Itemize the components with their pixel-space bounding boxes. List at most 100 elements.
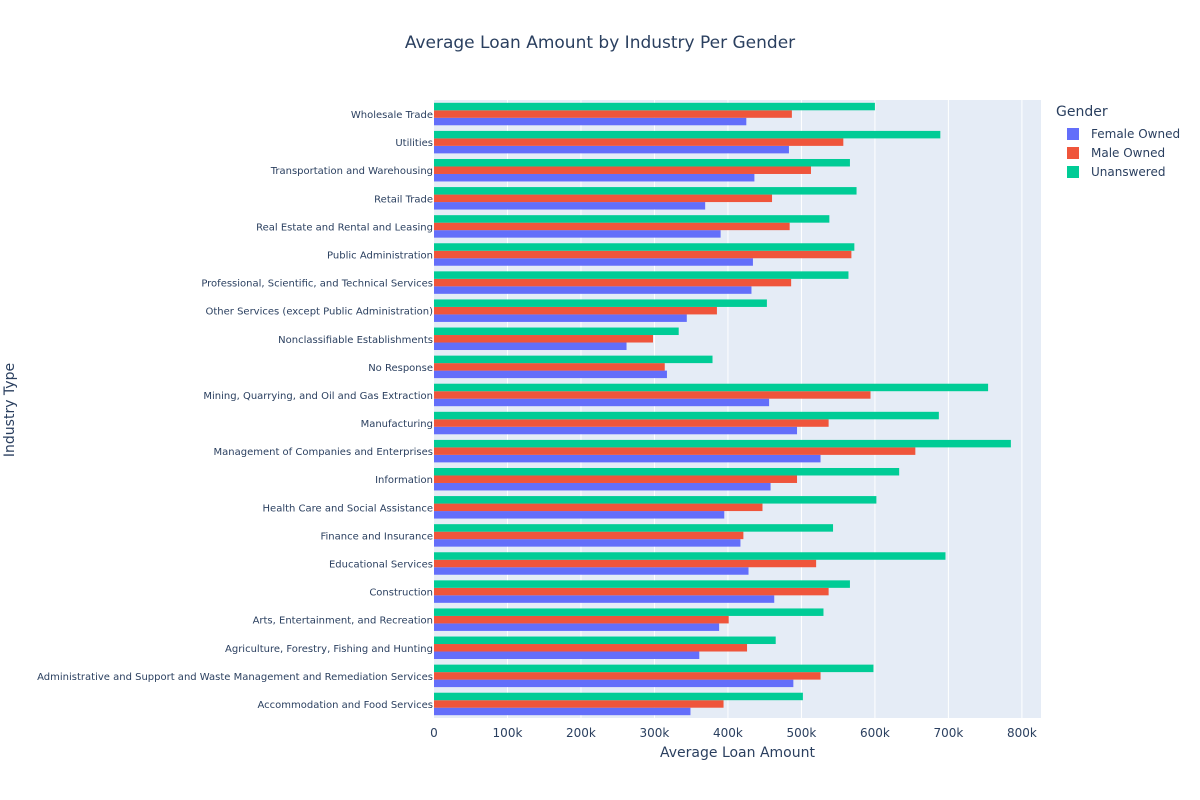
y-tick-label: Transportation and Warehousing (270, 166, 433, 177)
bar-female-owned (434, 398, 770, 407)
bar-female-owned (434, 202, 706, 210)
bar-unanswered (434, 552, 946, 560)
y-tick-label: Educational Services (329, 560, 433, 571)
bar-male-owned (434, 391, 871, 399)
bar-female-owned (434, 595, 775, 603)
bar-unanswered (434, 243, 855, 251)
bar-female-owned (434, 145, 789, 154)
bar-female-owned (434, 539, 741, 547)
bar-male-owned (434, 531, 744, 540)
bar-unanswered (434, 130, 941, 139)
legend: Gender Female Owned Male Owned Unanswere… (1056, 104, 1180, 181)
bar-female-owned (434, 426, 798, 435)
bar-female-owned (434, 482, 771, 491)
bar-male-owned (434, 644, 748, 652)
bar-male-owned (434, 194, 773, 203)
legend-label: Female Owned (1091, 126, 1181, 141)
bar-female-owned (434, 173, 755, 182)
bar-male-owned (434, 138, 844, 146)
bar-female-owned (434, 454, 821, 463)
y-tick-label: Retail Trade (374, 194, 433, 205)
bar-unanswered (434, 439, 1011, 448)
bar-male-owned (434, 700, 724, 708)
bar-male-owned (434, 615, 729, 624)
x-tick-label: 200k (566, 726, 596, 740)
bar-male-owned (434, 587, 829, 596)
bar-unanswered (434, 608, 824, 616)
legend-label: Unanswered (1091, 164, 1166, 179)
chart-title: Average Loan Amount by Industry Per Gend… (404, 33, 796, 53)
legend-item-unanswered[interactable]: Unanswered (1056, 162, 1180, 181)
bar-male-owned (434, 447, 916, 455)
bar-male-owned (434, 166, 811, 174)
bar-male-owned (434, 335, 653, 343)
bar-female-owned (434, 511, 725, 519)
y-tick-label: Other Services (except Public Administra… (206, 307, 434, 318)
bar-female-owned (434, 258, 753, 266)
x-tick-label: 700k (933, 726, 963, 740)
bar-male-owned (434, 222, 790, 231)
y-tick-label: Wholesale Trade (351, 110, 433, 121)
legend-label: Male Owned (1091, 145, 1166, 160)
y-tick-label: Mining, Quarrying, and Oil and Gas Extra… (203, 391, 433, 402)
bar-female-owned (434, 370, 667, 379)
bar-unanswered (434, 383, 989, 392)
x-tick-label: 500k (787, 726, 817, 740)
bar-male-owned (434, 559, 817, 568)
bar-male-owned (434, 278, 792, 287)
x-tick-label: 300k (640, 726, 670, 740)
bar-male-owned (434, 110, 792, 118)
bar-female-owned (434, 679, 794, 688)
x-tick-label: 0 (430, 726, 438, 740)
bar-male-owned (434, 363, 665, 371)
x-axis-title: Average Loan Amount (660, 745, 815, 761)
bar-female-owned (434, 651, 700, 660)
bar-male-owned (434, 306, 717, 315)
y-tick-label: Manufacturing (361, 419, 433, 430)
y-tick-label: Administrative and Support and Waste Man… (37, 672, 433, 683)
bar-unanswered (434, 664, 874, 673)
bar-female-owned (434, 230, 721, 238)
legend-swatch-unanswered (1067, 165, 1079, 178)
legend-item-male-owned[interactable]: Male Owned (1056, 143, 1180, 162)
y-tick-label: Management of Companies and Enterprises (214, 447, 434, 458)
bar-unanswered (434, 524, 834, 532)
legend-swatch-female-owned (1067, 127, 1079, 140)
legend-swatch-male-owned (1067, 146, 1079, 159)
bar-unanswered (434, 411, 939, 420)
bar-unanswered (434, 187, 857, 195)
bar-unanswered (434, 102, 875, 111)
bar-male-owned (434, 503, 763, 512)
legend-title: Gender (1056, 104, 1108, 120)
x-tick-label: 800k (1007, 726, 1037, 740)
y-tick-label: Finance and Insurance (321, 531, 434, 542)
legend-item-female-owned[interactable]: Female Owned (1056, 124, 1180, 143)
bar-female-owned (434, 707, 691, 716)
bar-unanswered (434, 496, 877, 504)
bar-female-owned (434, 342, 627, 351)
x-tick-label: 100k (493, 726, 523, 740)
bar-male-owned (434, 475, 798, 483)
bar-unanswered (434, 636, 776, 645)
y-tick-label: Information (375, 475, 433, 486)
x-tick-label: 600k (860, 726, 890, 740)
bar-male-owned (434, 672, 821, 680)
bar-female-owned (434, 567, 749, 575)
bar-female-owned (434, 623, 720, 631)
bar-female-owned (434, 314, 687, 322)
bar-unanswered (434, 299, 767, 307)
bar-unanswered (434, 355, 713, 364)
bar-unanswered (434, 215, 830, 223)
bar-unanswered (434, 692, 803, 701)
x-tick-label: 400k (713, 726, 743, 740)
y-tick-label: No Response (368, 363, 433, 374)
y-tick-label: Accommodation and Food Services (257, 700, 433, 711)
bar-male-owned (434, 419, 829, 427)
bar-male-owned (434, 250, 852, 259)
y-tick-label: Real Estate and Rental and Leasing (256, 222, 433, 233)
y-axis-title: Industry Type (2, 362, 18, 458)
bar-unanswered (434, 271, 849, 279)
bar-unanswered (434, 158, 850, 167)
